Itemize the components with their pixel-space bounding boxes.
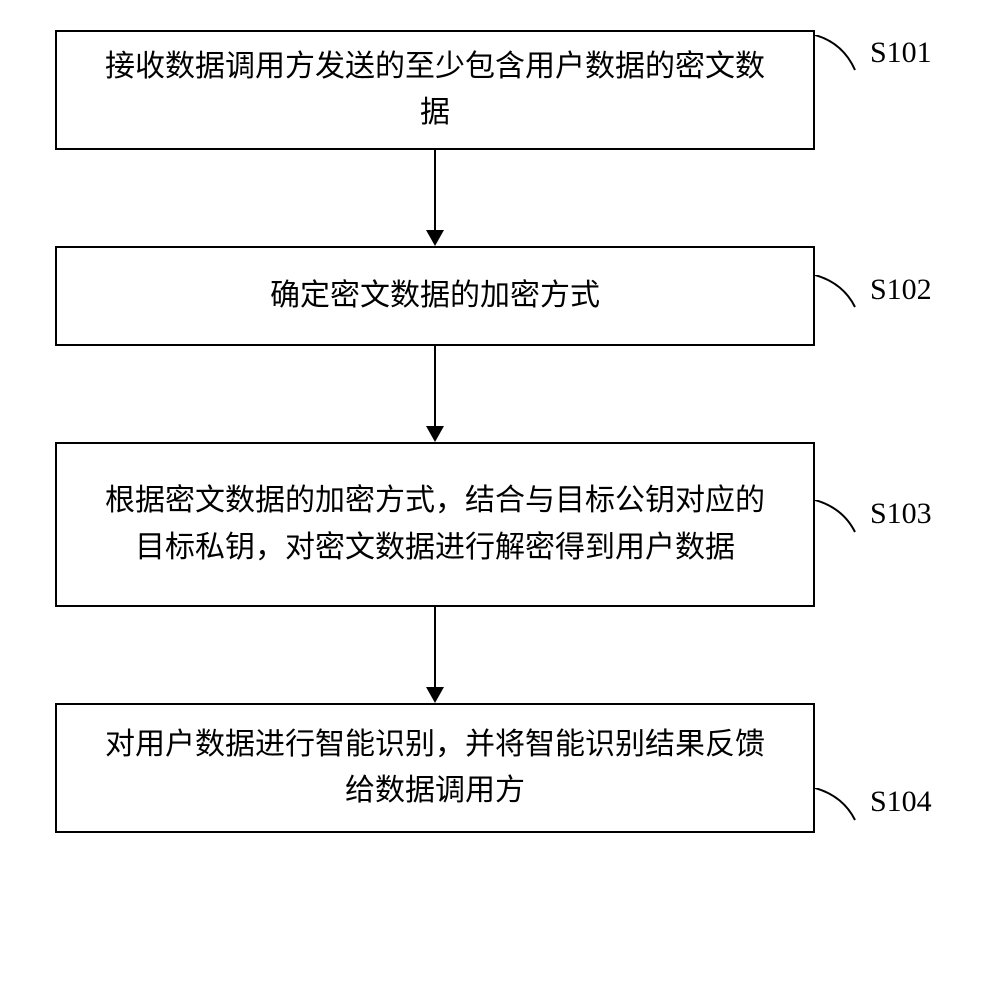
flow-step-text: 对用户数据进行智能识别，并将智能识别结果反馈给数据调用方 — [97, 722, 773, 815]
flow-step-s104: 对用户数据进行智能识别，并将智能识别结果反馈给数据调用方 — [55, 703, 815, 833]
flow-arrow — [55, 607, 815, 703]
step-label-s103: S103 — [870, 497, 932, 531]
flow-step-text: 根据密文数据的加密方式，结合与目标公钥对应的目标私钥，对密文数据进行解密得到用户… — [97, 478, 773, 571]
flow-step-s102: 确定密文数据的加密方式 — [55, 246, 815, 346]
step-label-s104: S104 — [870, 785, 932, 819]
step-label-s102: S102 — [870, 273, 932, 307]
step-label-s101: S101 — [870, 36, 932, 70]
flow-arrow — [55, 150, 815, 246]
flow-step-text: 接收数据调用方发送的至少包含用户数据的密文数据 — [97, 44, 773, 137]
flow-step-text: 确定密文数据的加密方式 — [270, 273, 600, 320]
flow-step-s103: 根据密文数据的加密方式，结合与目标公钥对应的目标私钥，对密文数据进行解密得到用户… — [55, 442, 815, 607]
flow-step-s101: 接收数据调用方发送的至少包含用户数据的密文数据 — [55, 30, 815, 150]
flowchart-container: 接收数据调用方发送的至少包含用户数据的密文数据 确定密文数据的加密方式 根据密文… — [55, 30, 875, 833]
flow-arrow — [55, 346, 815, 442]
